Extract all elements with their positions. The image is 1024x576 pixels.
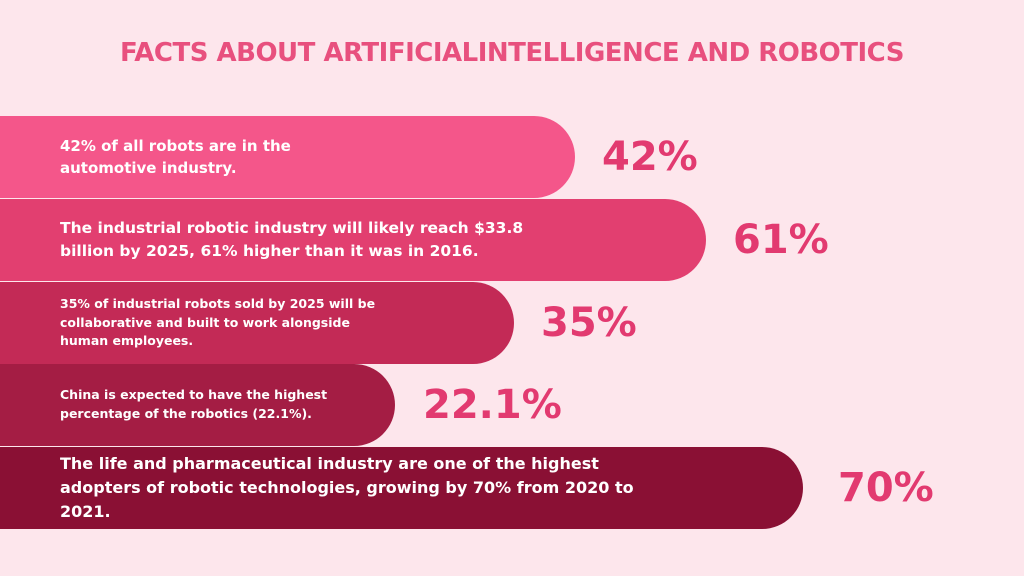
value-label: 22.1% <box>423 382 562 428</box>
bar-automotive: 42% of all robots are in the automotive … <box>0 116 575 198</box>
bar-label: China is expected to have the highest pe… <box>60 387 328 421</box>
chart-title: FACTS ABOUT ARTIFICIALINTELLIGENCE AND R… <box>120 38 904 68</box>
bar-life-pharmaceutical: The life and pharmaceutical industry are… <box>0 447 803 529</box>
bar-china: China is expected to have the highest pe… <box>0 364 395 446</box>
bar-industrial-robotic-industry: The industrial robotic industry will lik… <box>0 199 706 281</box>
bar-label: The industrial robotic industry will lik… <box>60 218 524 260</box>
bar-label: 35% of industrial robots sold by 2025 wi… <box>60 295 376 349</box>
bar-label: 42% of all robots are in the automotive … <box>60 136 291 178</box>
value-label: 35% <box>541 300 637 346</box>
value-label: 70% <box>838 465 934 511</box>
value-label: 42% <box>602 134 698 180</box>
value-label: 61% <box>733 217 829 263</box>
bar-collaborative-robots: 35% of industrial robots sold by 2025 wi… <box>0 282 514 364</box>
bar-label: The life and pharmaceutical industry are… <box>60 454 634 521</box>
